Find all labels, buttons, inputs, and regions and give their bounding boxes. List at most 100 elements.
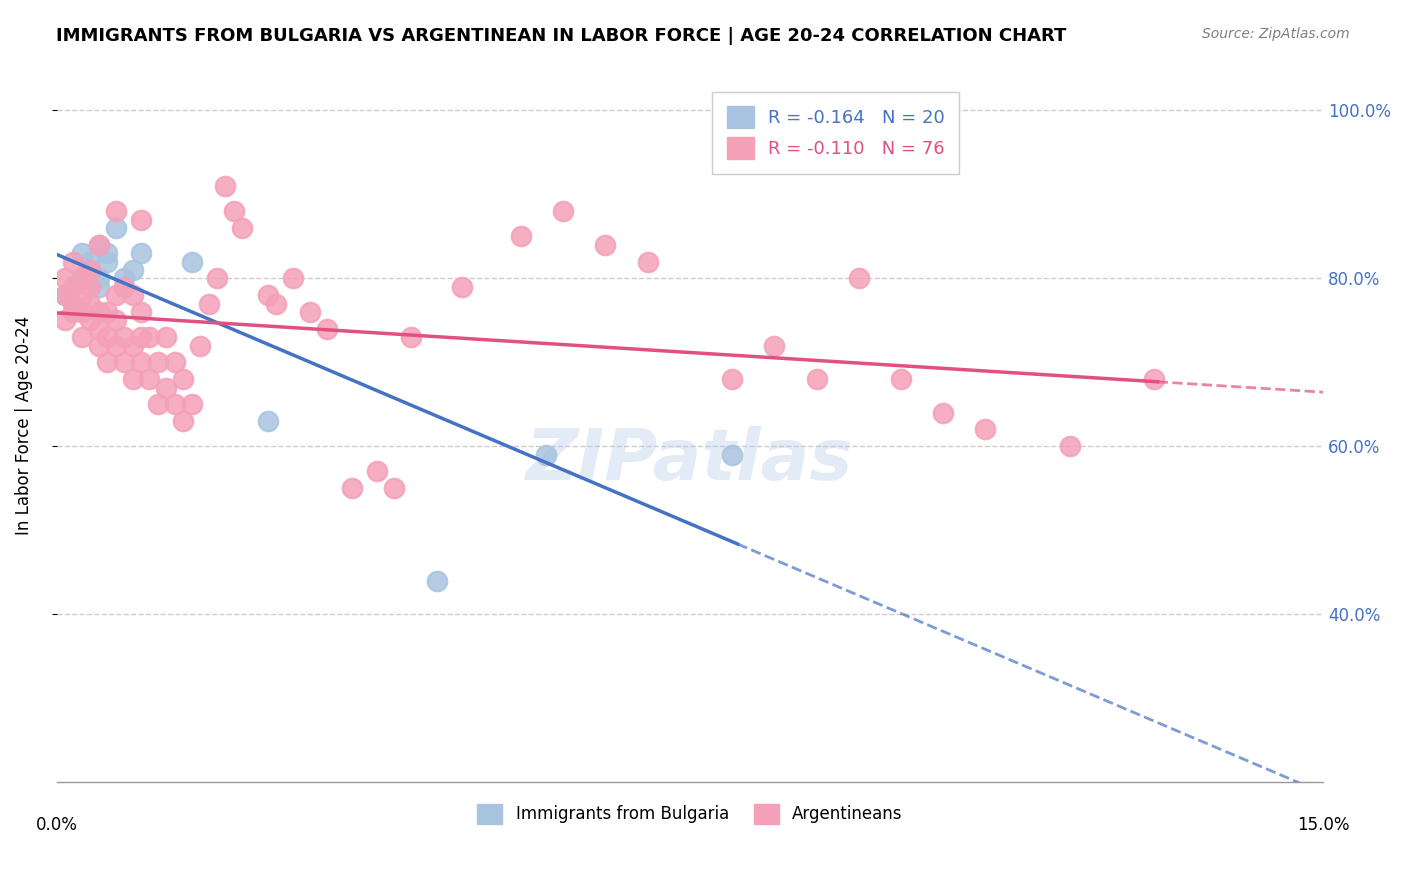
Argentineans xyxy=(62,305,84,319)
Argentineans xyxy=(104,313,127,327)
Argentineans xyxy=(87,322,110,336)
Argentineans xyxy=(637,254,659,268)
Argentineans xyxy=(172,414,194,428)
Argentineans xyxy=(214,179,236,194)
Argentineans xyxy=(96,305,118,319)
Argentineans xyxy=(366,465,388,479)
Argentineans xyxy=(70,305,93,319)
Immigrants from Bulgaria xyxy=(87,271,110,285)
Argentineans xyxy=(112,355,135,369)
Argentineans xyxy=(180,397,202,411)
Argentineans xyxy=(87,237,110,252)
Argentineans xyxy=(146,355,169,369)
Argentineans xyxy=(112,330,135,344)
Immigrants from Bulgaria xyxy=(96,246,118,260)
Argentineans xyxy=(890,372,912,386)
Immigrants from Bulgaria xyxy=(53,288,76,302)
Immigrants from Bulgaria xyxy=(70,271,93,285)
Argentineans xyxy=(129,330,152,344)
Argentineans xyxy=(298,305,321,319)
Argentineans xyxy=(87,338,110,352)
Text: 15.0%: 15.0% xyxy=(1296,815,1350,834)
Argentineans xyxy=(155,380,177,394)
Text: Source: ZipAtlas.com: Source: ZipAtlas.com xyxy=(1202,27,1350,41)
Argentineans xyxy=(188,338,211,352)
Argentineans xyxy=(163,355,186,369)
Argentineans xyxy=(138,330,160,344)
Argentineans xyxy=(62,296,84,310)
Immigrants from Bulgaria xyxy=(62,280,84,294)
Argentineans xyxy=(848,271,870,285)
Y-axis label: In Labor Force | Age 20-24: In Labor Force | Age 20-24 xyxy=(15,316,32,535)
Argentineans xyxy=(53,313,76,327)
Argentineans xyxy=(104,338,127,352)
Argentineans xyxy=(70,271,93,285)
Argentineans xyxy=(112,280,135,294)
Immigrants from Bulgaria xyxy=(721,448,744,462)
Argentineans xyxy=(129,305,152,319)
Argentineans xyxy=(256,288,278,302)
Argentineans xyxy=(79,263,101,277)
Argentineans xyxy=(315,322,337,336)
Argentineans xyxy=(104,204,127,219)
Text: IMMIGRANTS FROM BULGARIA VS ARGENTINEAN IN LABOR FORCE | AGE 20-24 CORRELATION C: IMMIGRANTS FROM BULGARIA VS ARGENTINEAN … xyxy=(56,27,1067,45)
Argentineans xyxy=(721,372,744,386)
Immigrants from Bulgaria xyxy=(180,254,202,268)
Argentineans xyxy=(53,271,76,285)
Argentineans xyxy=(399,330,422,344)
Argentineans xyxy=(62,280,84,294)
Argentineans xyxy=(172,372,194,386)
Argentineans xyxy=(763,338,786,352)
Argentineans xyxy=(79,280,101,294)
Argentineans xyxy=(53,288,76,302)
Argentineans xyxy=(146,397,169,411)
Argentineans xyxy=(806,372,828,386)
Argentineans xyxy=(104,288,127,302)
Argentineans xyxy=(197,296,219,310)
Immigrants from Bulgaria xyxy=(96,254,118,268)
Immigrants from Bulgaria xyxy=(256,414,278,428)
Argentineans xyxy=(205,271,228,285)
Argentineans xyxy=(264,296,287,310)
Argentineans xyxy=(138,372,160,386)
Argentineans xyxy=(70,330,93,344)
Immigrants from Bulgaria xyxy=(70,246,93,260)
Argentineans xyxy=(121,288,143,302)
Immigrants from Bulgaria xyxy=(536,448,558,462)
Argentineans xyxy=(79,296,101,310)
Argentineans xyxy=(231,221,253,235)
Legend: Immigrants from Bulgaria, Argentineans: Immigrants from Bulgaria, Argentineans xyxy=(471,797,910,830)
Argentineans xyxy=(129,355,152,369)
Argentineans xyxy=(553,204,575,219)
Argentineans xyxy=(1059,439,1081,453)
Immigrants from Bulgaria xyxy=(112,271,135,285)
Argentineans xyxy=(932,406,955,420)
Immigrants from Bulgaria xyxy=(79,254,101,268)
Argentineans xyxy=(451,280,474,294)
Immigrants from Bulgaria xyxy=(426,574,449,588)
Argentineans xyxy=(62,254,84,268)
Argentineans xyxy=(79,313,101,327)
Immigrants from Bulgaria xyxy=(129,246,152,260)
Immigrants from Bulgaria xyxy=(121,263,143,277)
Immigrants from Bulgaria xyxy=(79,263,101,277)
Argentineans xyxy=(155,330,177,344)
Argentineans xyxy=(96,355,118,369)
Argentineans xyxy=(96,330,118,344)
Argentineans xyxy=(974,422,997,436)
Argentineans xyxy=(281,271,304,285)
Argentineans xyxy=(340,481,363,495)
Argentineans xyxy=(510,229,533,244)
Argentineans xyxy=(222,204,245,219)
Immigrants from Bulgaria xyxy=(87,280,110,294)
Text: ZIPatlas: ZIPatlas xyxy=(526,426,853,495)
Argentineans xyxy=(163,397,186,411)
Immigrants from Bulgaria xyxy=(104,221,127,235)
Argentineans xyxy=(129,212,152,227)
Argentineans xyxy=(70,288,93,302)
Argentineans xyxy=(595,237,617,252)
Argentineans xyxy=(87,305,110,319)
Argentineans xyxy=(121,372,143,386)
Argentineans xyxy=(1143,372,1166,386)
Immigrants from Bulgaria xyxy=(87,237,110,252)
